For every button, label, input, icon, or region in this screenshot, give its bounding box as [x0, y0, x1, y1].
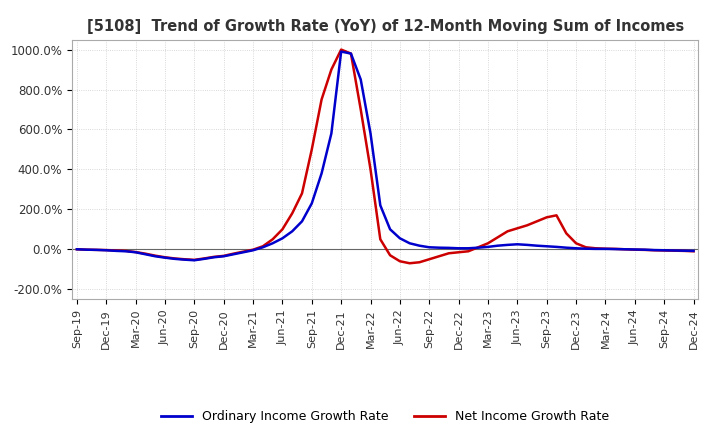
Line: Ordinary Income Growth Rate: Ordinary Income Growth Rate	[77, 51, 693, 260]
Ordinary Income Growth Rate	[73, 247, 81, 252]
Ordinary Income Growth Rate	[151, 253, 160, 259]
Ordinary Income Growth Rate	[337, 49, 346, 54]
Net Income Growth Rate	[386, 253, 395, 258]
Ordinary Income Growth Rate	[346, 51, 355, 56]
Line: Net Income Growth Rate: Net Income Growth Rate	[77, 50, 693, 263]
Net Income Growth Rate	[405, 260, 414, 266]
Ordinary Income Growth Rate	[484, 244, 492, 249]
Ordinary Income Growth Rate	[395, 236, 404, 241]
Ordinary Income Growth Rate	[493, 243, 502, 248]
Net Income Growth Rate	[484, 241, 492, 246]
Net Income Growth Rate	[337, 47, 346, 52]
Net Income Growth Rate	[151, 253, 160, 258]
Ordinary Income Growth Rate	[435, 245, 444, 250]
Net Income Growth Rate	[73, 247, 81, 252]
Net Income Growth Rate	[435, 253, 444, 259]
Legend: Ordinary Income Growth Rate, Net Income Growth Rate: Ordinary Income Growth Rate, Net Income …	[156, 405, 614, 428]
Net Income Growth Rate	[689, 249, 698, 254]
Ordinary Income Growth Rate	[689, 248, 698, 253]
Net Income Growth Rate	[493, 235, 502, 240]
Ordinary Income Growth Rate	[190, 258, 199, 263]
Net Income Growth Rate	[327, 67, 336, 72]
Title: [5108]  Trend of Growth Rate (YoY) of 12-Month Moving Sum of Incomes: [5108] Trend of Growth Rate (YoY) of 12-…	[86, 19, 684, 34]
